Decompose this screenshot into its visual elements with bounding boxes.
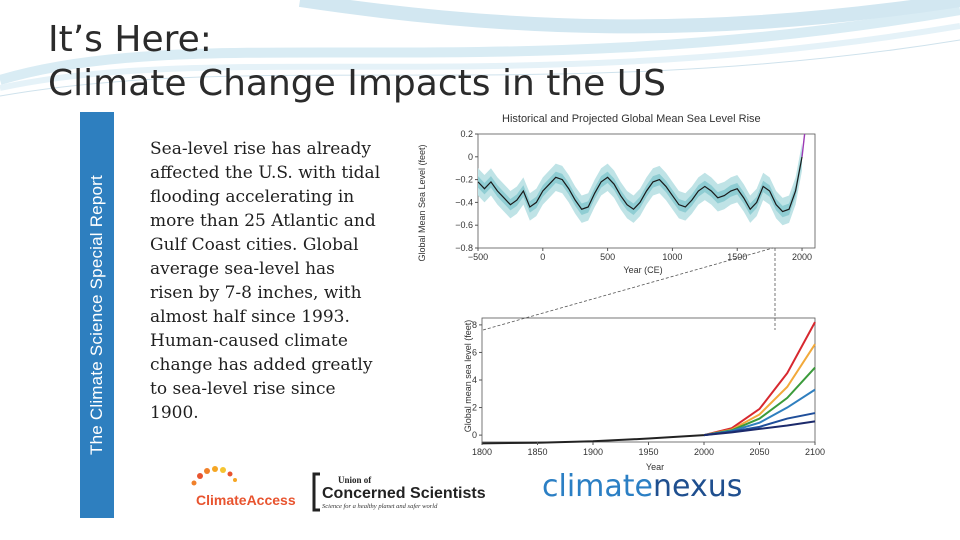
chart2-x-tick-label: 2100 [805, 447, 825, 457]
header-wave-decoration [0, 0, 960, 97]
chart2-series-observed [481, 434, 705, 445]
sidebar-label: The Climate Science Special Report [87, 175, 106, 455]
chart1-y-tick-label: −0.8 [455, 243, 473, 253]
body-paragraph: Sea-level rise has already affected the … [150, 139, 381, 423]
chart2-x-tick-label: 1850 [527, 447, 547, 457]
chart1-y-tick-label: −0.4 [455, 197, 473, 207]
chart1-x-tick-label: 1000 [662, 252, 682, 262]
zoom-connector-left [482, 247, 774, 331]
chart2-x-tick-label: 1950 [638, 447, 658, 457]
chart1-x-tick-label: 1500 [727, 252, 747, 262]
ucs-line1: Union of [338, 475, 372, 485]
chart2-y-tick-label: 2 [472, 403, 477, 413]
climate-access-text: ClimateAccess [196, 492, 296, 508]
page-title: It’s Here: Climate Change Impacts in the… [48, 18, 666, 106]
chart2-frame [481, 317, 816, 443]
chart2-xlabel: Year [646, 462, 664, 472]
chart1-x-tick-label: −500 [468, 252, 488, 262]
chart1-y-tick-label: 0 [468, 152, 473, 162]
climate-access-dots-icon [191, 466, 237, 486]
chart1-title: Historical and Projected Global Mean Sea… [502, 113, 761, 125]
chart1-uncertainty-band-inner [478, 151, 803, 218]
chart1-x-tick-label: 2000 [792, 252, 812, 262]
sea-level-charts: Historical and Projected Global Mean Sea… [417, 113, 825, 472]
sidebar-bar [80, 112, 114, 518]
chart2-ylabel: Global mean sea level (feet) [463, 320, 473, 433]
climatenexus-text: climatenexus [542, 469, 742, 504]
ucs-line2: Concerned Scientists [322, 485, 486, 502]
ucs-bracket-icon [312, 472, 320, 512]
chart2-x-tick-label: 1800 [472, 447, 492, 457]
chart2-x-tick-label: 2000 [694, 447, 714, 457]
chart2-y-tick-label: 0 [472, 430, 477, 440]
ucs-tagline: Science for a healthy planet and safer w… [322, 503, 438, 510]
chart2-x-tick-label: 2050 [749, 447, 769, 457]
chart2-y-tick-label: 6 [472, 347, 477, 357]
climate-access-logo: ClimateAccess [191, 466, 296, 508]
title-line-1: It’s Here: [48, 19, 212, 60]
chart1-series-projection [801, 133, 806, 157]
chart1-y-tick-label: −0.6 [455, 220, 473, 230]
chart1-xlabel: Year (CE) [623, 265, 662, 275]
title-line-2: Climate Change Impacts in the US [48, 63, 666, 104]
chart1-series-reconstruction [477, 156, 803, 213]
chart1-uncertainty-band-outer [478, 143, 803, 226]
chart2-series-high [703, 343, 816, 437]
climatenexus-logo: climatenexus [542, 469, 742, 504]
chart2-y-tick-label: 4 [472, 375, 477, 385]
chart1-y-tick-label: −0.2 [455, 175, 473, 185]
chart1-x-tick-label: 0 [540, 252, 545, 262]
climatenexus-part2: nexus [653, 469, 742, 504]
partner-logos: ClimateAccess Union of Concerned Scienti… [191, 466, 742, 512]
chart1-y-tick-label: 0.2 [460, 129, 473, 139]
chart1-x-tick-label: 500 [600, 252, 615, 262]
chart2-series-low [703, 420, 816, 437]
ucs-logo: Union of Concerned Scientists Science fo… [312, 472, 486, 512]
chart2-y-tick-label: 8 [472, 320, 477, 330]
chart1-ylabel: Global Mean Sea Level (feet) [417, 144, 427, 261]
climatenexus-part1: climate [542, 469, 653, 504]
chart2-x-tick-label: 1900 [583, 447, 603, 457]
